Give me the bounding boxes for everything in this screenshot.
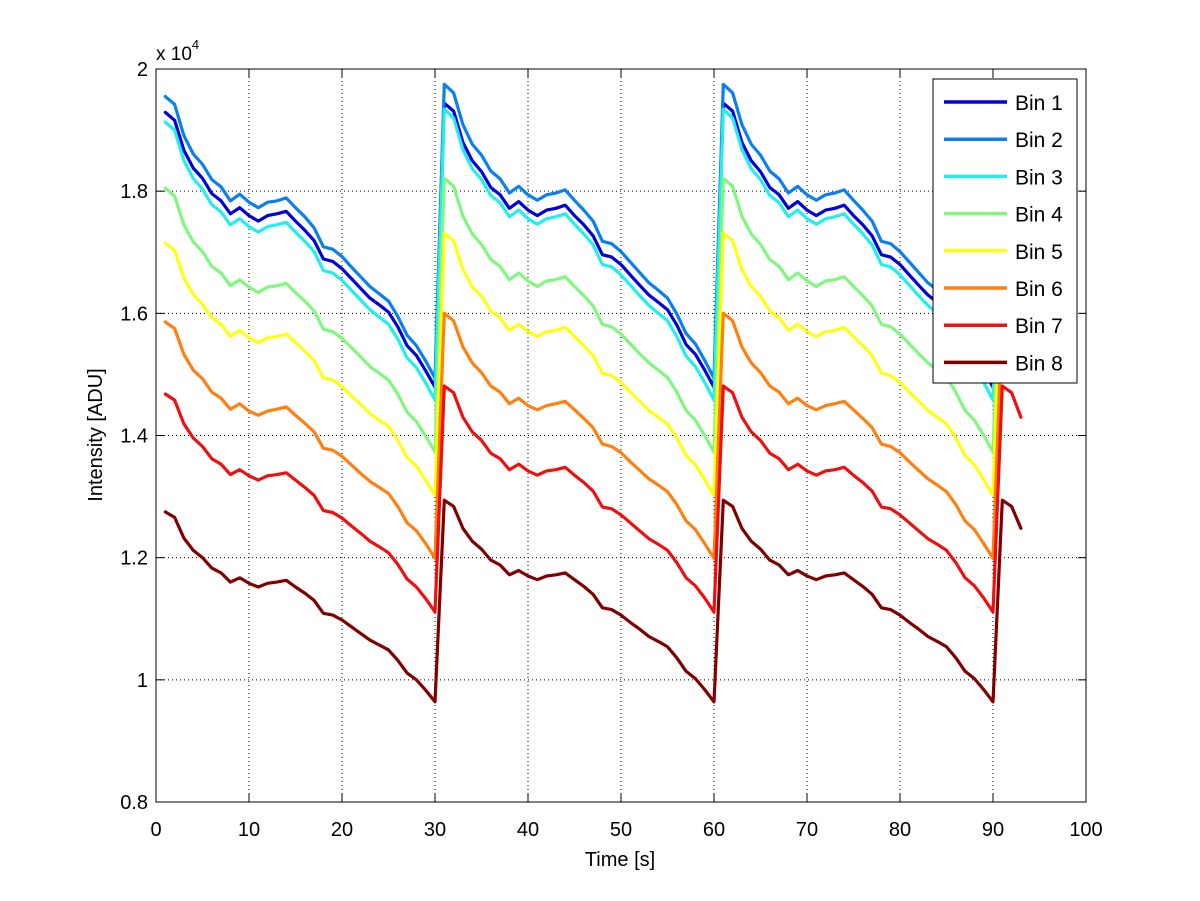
series-line-bin-4	[163, 176, 1023, 454]
x-tick-label: 100	[1069, 819, 1102, 841]
legend-item: Bin 6	[944, 278, 1063, 301]
legend-item: Bin 2	[944, 129, 1063, 152]
legend: Bin 1 Bin 2 Bin 3 Bin 4 Bin 5 Bin 6 Bin 7 Bin 8	[932, 78, 1078, 384]
x-tick-label: 0	[150, 819, 161, 841]
legend-label: Bin 6	[1015, 278, 1063, 301]
legend-label: Bin 5	[1015, 241, 1063, 264]
legend-label: Bin 4	[1015, 204, 1063, 227]
series-line-bin-1	[163, 101, 1023, 389]
x-tick-label: 40	[517, 819, 539, 841]
y-exponent-label: x 104	[156, 37, 199, 65]
x-tick-label: 80	[889, 819, 911, 841]
y-tick-label: 1.6	[120, 303, 148, 325]
x-tick-label: 10	[238, 819, 260, 841]
series-line-bin-2	[163, 82, 1023, 380]
series-line-bin-7	[163, 384, 1023, 614]
legend-label: Bin 8	[1015, 352, 1063, 375]
grid-lines	[156, 69, 1086, 802]
legend-label: Bin 7	[1015, 315, 1063, 338]
y-tick-label: 2	[137, 59, 148, 81]
x-tick-label: 30	[424, 819, 446, 841]
legend-label: Bin 1	[1015, 92, 1063, 115]
y-axis-label: Intensity [ADU]	[85, 368, 107, 501]
x-tick-label: 60	[703, 819, 725, 841]
legend-label: Bin 3	[1015, 166, 1063, 189]
y-exponent-power: 4	[192, 37, 199, 52]
legend-item: Bin 3	[944, 166, 1063, 189]
legend-item: Bin 8	[944, 352, 1063, 375]
y-tick-labels: 0.8 1 1.2 1.4 1.6 1.8 2	[120, 59, 148, 814]
y-tick-label: 1.4	[120, 426, 148, 448]
x-tick-label: 90	[982, 819, 1004, 841]
legend-label: Bin 2	[1015, 129, 1063, 152]
x-tick-label: 70	[796, 819, 818, 841]
legend-item: Bin 7	[944, 315, 1063, 338]
series-line-bin-8	[163, 498, 1023, 704]
x-tick-labels: 0 10 20 30 40 50 60 70 80 90 100	[150, 819, 1102, 841]
series-line-bin-3	[163, 107, 1023, 402]
y-tick-label: 1.2	[120, 548, 148, 570]
y-tick-label: 1	[137, 670, 148, 692]
y-tick-label: 1.8	[120, 181, 148, 203]
series-line-bin-5	[163, 231, 1023, 497]
series-line-bin-6	[163, 311, 1023, 560]
ticks	[155, 68, 1087, 803]
series-layer	[163, 82, 1023, 704]
x-axis-label: Time [s]	[585, 849, 655, 871]
x-tick-label: 50	[610, 819, 632, 841]
x-tick-label: 20	[331, 819, 353, 841]
legend-item: Bin 4	[944, 204, 1063, 227]
legend-item: Bin 5	[944, 241, 1063, 264]
y-exponent-base: x 10	[156, 44, 192, 65]
legend-item: Bin 1	[944, 92, 1063, 115]
legend-box	[932, 78, 1078, 384]
y-tick-label: 0.8	[120, 792, 148, 814]
